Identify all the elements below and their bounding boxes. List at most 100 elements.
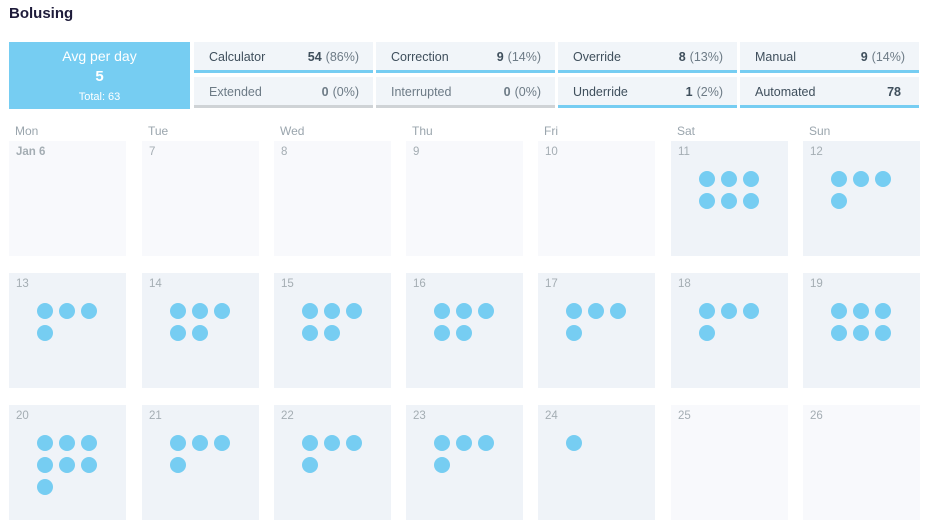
bolus-dot[interactable] bbox=[214, 303, 230, 319]
bolus-dot[interactable] bbox=[434, 457, 450, 473]
stat-percent: (14%) bbox=[871, 50, 905, 64]
bolus-dot[interactable] bbox=[566, 325, 582, 341]
day-cell[interactable]: 12 bbox=[803, 141, 920, 256]
bolus-dot[interactable] bbox=[456, 325, 472, 341]
stat-label: Calculator bbox=[209, 50, 266, 64]
bolus-dot[interactable] bbox=[324, 325, 340, 341]
bolus-dot[interactable] bbox=[37, 479, 53, 495]
day-number: 15 bbox=[281, 278, 294, 290]
day-cell[interactable]: 10 bbox=[538, 141, 655, 256]
bolus-dots bbox=[434, 435, 504, 479]
day-cell[interactable]: 15 bbox=[274, 273, 391, 388]
day-cell[interactable]: 17 bbox=[538, 273, 655, 388]
bolus-dot[interactable] bbox=[170, 325, 186, 341]
bolus-dot[interactable] bbox=[346, 435, 362, 451]
bolus-dot[interactable] bbox=[721, 193, 737, 209]
day-number: 24 bbox=[545, 410, 558, 422]
day-cell[interactable]: 25 bbox=[671, 405, 788, 520]
bolus-dot[interactable] bbox=[610, 303, 626, 319]
weekday-sat: Sat bbox=[677, 124, 696, 138]
bolus-dot[interactable] bbox=[37, 325, 53, 341]
bolus-dot[interactable] bbox=[721, 171, 737, 187]
bolus-dot[interactable] bbox=[302, 457, 318, 473]
bolus-dot[interactable] bbox=[346, 303, 362, 319]
bolus-dot[interactable] bbox=[831, 325, 847, 341]
bolus-dot[interactable] bbox=[192, 303, 208, 319]
bolus-dot[interactable] bbox=[478, 303, 494, 319]
bolus-dot[interactable] bbox=[875, 325, 891, 341]
bolus-dot[interactable] bbox=[37, 457, 53, 473]
bolus-dot[interactable] bbox=[81, 457, 97, 473]
bolus-dot[interactable] bbox=[214, 435, 230, 451]
day-number: 19 bbox=[810, 278, 823, 290]
bolus-dot[interactable] bbox=[588, 303, 604, 319]
bolus-dot[interactable] bbox=[853, 171, 869, 187]
bolus-dot[interactable] bbox=[434, 435, 450, 451]
bolus-dot[interactable] bbox=[566, 303, 582, 319]
bolus-dot[interactable] bbox=[875, 171, 891, 187]
bolus-dot[interactable] bbox=[456, 435, 472, 451]
stat-correction: Correction 9 (14%) bbox=[376, 42, 555, 73]
day-cell[interactable]: 26 bbox=[803, 405, 920, 520]
bolus-dot[interactable] bbox=[192, 435, 208, 451]
bolus-dot[interactable] bbox=[875, 303, 891, 319]
day-cell[interactable]: 8 bbox=[274, 141, 391, 256]
bolus-dots bbox=[302, 435, 372, 479]
day-cell[interactable]: 14 bbox=[142, 273, 259, 388]
bolus-dot[interactable] bbox=[192, 325, 208, 341]
stat-value: 78 bbox=[887, 85, 901, 99]
bolus-dot[interactable] bbox=[170, 457, 186, 473]
day-cell[interactable]: 24 bbox=[538, 405, 655, 520]
bolus-dot[interactable] bbox=[170, 435, 186, 451]
bolus-dot[interactable] bbox=[81, 303, 97, 319]
bolus-dot[interactable] bbox=[699, 303, 715, 319]
bolus-dot[interactable] bbox=[853, 303, 869, 319]
bolus-dot[interactable] bbox=[302, 435, 318, 451]
day-cell[interactable]: 9 bbox=[406, 141, 523, 256]
bolus-dot[interactable] bbox=[831, 193, 847, 209]
bolus-dots bbox=[434, 303, 504, 347]
bolus-dot[interactable] bbox=[434, 303, 450, 319]
day-cell[interactable]: 7 bbox=[142, 141, 259, 256]
bolus-dot[interactable] bbox=[170, 303, 186, 319]
bolus-dot[interactable] bbox=[743, 171, 759, 187]
bolus-dot[interactable] bbox=[743, 193, 759, 209]
stat-override: Override 8 (13%) bbox=[558, 42, 737, 73]
day-cell[interactable]: 20 bbox=[9, 405, 126, 520]
stat-value: 0 bbox=[321, 85, 329, 99]
bolus-dot[interactable] bbox=[478, 435, 494, 451]
day-cell[interactable]: 23 bbox=[406, 405, 523, 520]
bolus-dot[interactable] bbox=[831, 171, 847, 187]
bolus-dot[interactable] bbox=[59, 303, 75, 319]
bolus-dot[interactable] bbox=[434, 325, 450, 341]
bolus-dot[interactable] bbox=[721, 303, 737, 319]
bolus-dot[interactable] bbox=[324, 303, 340, 319]
bolus-dot[interactable] bbox=[456, 303, 472, 319]
bolus-dot[interactable] bbox=[59, 435, 75, 451]
page-title: Bolusing bbox=[9, 5, 74, 22]
bolus-dot[interactable] bbox=[59, 457, 75, 473]
day-cell[interactable]: 19 bbox=[803, 273, 920, 388]
bolus-dot[interactable] bbox=[699, 193, 715, 209]
bolus-dot[interactable] bbox=[699, 171, 715, 187]
day-cell[interactable]: 21 bbox=[142, 405, 259, 520]
bolus-dot[interactable] bbox=[743, 303, 759, 319]
bolus-dot[interactable] bbox=[302, 325, 318, 341]
day-number: 25 bbox=[678, 410, 691, 422]
bolus-dot[interactable] bbox=[302, 303, 318, 319]
bolus-dot[interactable] bbox=[37, 435, 53, 451]
day-cell[interactable]: 11 bbox=[671, 141, 788, 256]
bolus-dot[interactable] bbox=[81, 435, 97, 451]
bolus-dot[interactable] bbox=[699, 325, 715, 341]
stat-value: 54 bbox=[307, 50, 322, 64]
bolus-dot[interactable] bbox=[37, 303, 53, 319]
day-cell[interactable]: 22 bbox=[274, 405, 391, 520]
day-cell[interactable]: 18 bbox=[671, 273, 788, 388]
bolus-dot[interactable] bbox=[853, 325, 869, 341]
day-cell[interactable]: Jan 6 bbox=[9, 141, 126, 256]
bolus-dot[interactable] bbox=[566, 435, 582, 451]
day-cell[interactable]: 13 bbox=[9, 273, 126, 388]
bolus-dot[interactable] bbox=[831, 303, 847, 319]
day-cell[interactable]: 16 bbox=[406, 273, 523, 388]
bolus-dot[interactable] bbox=[324, 435, 340, 451]
